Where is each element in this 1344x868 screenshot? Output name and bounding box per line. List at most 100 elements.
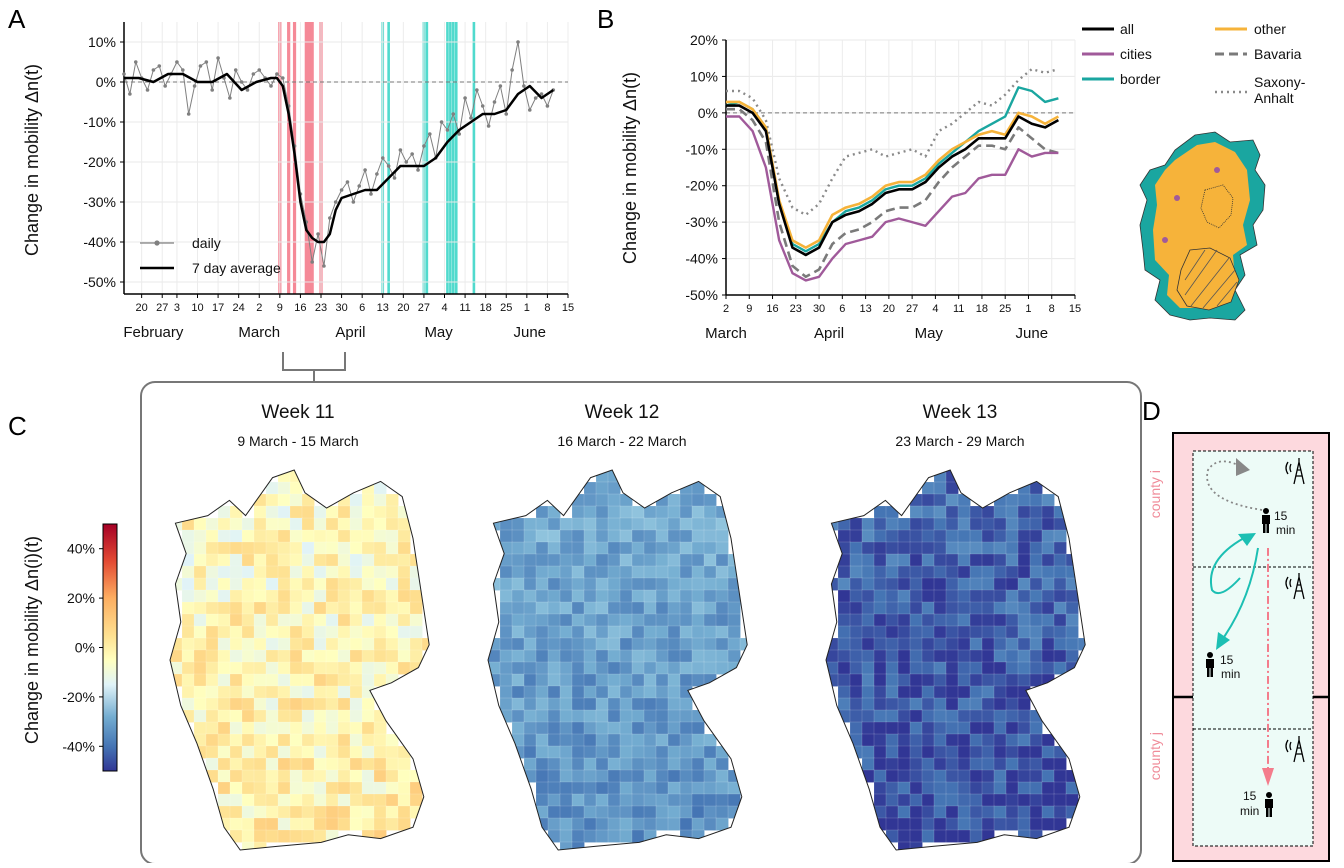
restriction-bar [310, 22, 314, 294]
series-daily-point [363, 168, 367, 172]
county-cell [933, 673, 947, 687]
county-cell [849, 517, 863, 531]
county-cell [301, 625, 315, 639]
county-cell [691, 805, 705, 819]
county-cell [1017, 733, 1031, 747]
week-13-title: Week 13 [923, 402, 998, 423]
county-cell [619, 493, 633, 507]
county-cell [909, 829, 923, 843]
county-cell [241, 601, 255, 615]
series-daily-point [233, 68, 238, 72]
county-cell [253, 781, 267, 795]
county-cell [703, 661, 717, 675]
county-cell [289, 721, 303, 735]
x-tick-label: 11 [953, 303, 964, 315]
county-cell [607, 757, 621, 771]
dwell-time-value: 15 [1220, 653, 1234, 667]
county-cell [933, 685, 947, 699]
colorbar [102, 523, 118, 772]
person-icon [1206, 652, 1214, 677]
county-cell [1005, 697, 1019, 711]
county-cell [583, 745, 597, 759]
county-cell [409, 565, 423, 579]
county-cell [873, 685, 887, 699]
county-cell [957, 589, 971, 603]
panel-b-legend: all cities border other Bavaria Saxony- … [1082, 21, 1306, 106]
county-cell [691, 493, 705, 507]
county-cell [679, 649, 693, 663]
county-cell [667, 625, 681, 639]
county-cell [945, 685, 959, 699]
county-cell [241, 781, 255, 795]
county-cell [861, 589, 875, 603]
county-cell [993, 673, 1007, 687]
county-cell [619, 769, 633, 783]
county-cell [277, 661, 291, 675]
series-daily-point [486, 124, 491, 128]
relaxation-bar [452, 22, 455, 294]
x-tick-label: 9 [746, 303, 752, 315]
county-cell [619, 685, 633, 699]
county-cell [1065, 649, 1079, 663]
county-cell [337, 649, 351, 663]
county-cell [265, 589, 279, 603]
county-cell [1029, 769, 1043, 783]
county-cell [241, 685, 255, 699]
week-13-dates: 23 March - 29 March [895, 433, 1024, 449]
county-cell [289, 781, 303, 795]
county-cell [1053, 781, 1067, 795]
county-cell [397, 781, 411, 795]
county-cell [861, 745, 875, 759]
county-cell [583, 733, 597, 747]
county-cell [1005, 721, 1019, 735]
y-tick-label: -40% [685, 251, 718, 267]
county-cell [337, 709, 351, 723]
county-cell [679, 805, 693, 819]
county-cell [1005, 565, 1019, 579]
county-cell [265, 829, 279, 843]
county-cell [957, 637, 971, 651]
county-cell [667, 541, 681, 555]
county-cell [873, 553, 887, 567]
county-cell [981, 745, 995, 759]
county-cell [385, 589, 399, 603]
county-cell [909, 685, 923, 699]
county-cell [957, 613, 971, 627]
county-cell [945, 529, 959, 543]
county-cell [571, 493, 585, 507]
county-cell [631, 505, 645, 519]
county-cell [583, 805, 597, 819]
county-cell [265, 517, 279, 531]
county-cell [265, 613, 279, 627]
county-cell [945, 601, 959, 615]
county-cell [631, 793, 645, 807]
county-cell [667, 505, 681, 519]
county-cell [337, 721, 351, 735]
county-cell [1005, 793, 1019, 807]
county-cell [523, 517, 537, 531]
x-tick-label: 24 [233, 302, 245, 314]
county-cell [957, 757, 971, 771]
county-cell [861, 541, 875, 555]
county-cell [897, 757, 911, 771]
series-daily-point [192, 84, 197, 88]
county-cell [885, 649, 899, 663]
county-cell [1041, 541, 1055, 555]
county-cell [277, 649, 291, 663]
county-cell [873, 757, 887, 771]
county-cell [373, 769, 387, 783]
county-cell [1029, 493, 1043, 507]
county-cell [523, 529, 537, 543]
county-cell [691, 601, 705, 615]
county-cell [969, 721, 983, 735]
county-cell [535, 817, 549, 831]
county-cell [289, 745, 303, 759]
county-cell [571, 673, 585, 687]
series-daily-point [186, 112, 191, 116]
county-cell [921, 625, 935, 639]
county-cell [1041, 781, 1055, 795]
county-cell [325, 733, 339, 747]
x-tick-label: 4 [932, 303, 938, 315]
county-cell [1029, 817, 1043, 831]
county-cell [229, 781, 243, 795]
